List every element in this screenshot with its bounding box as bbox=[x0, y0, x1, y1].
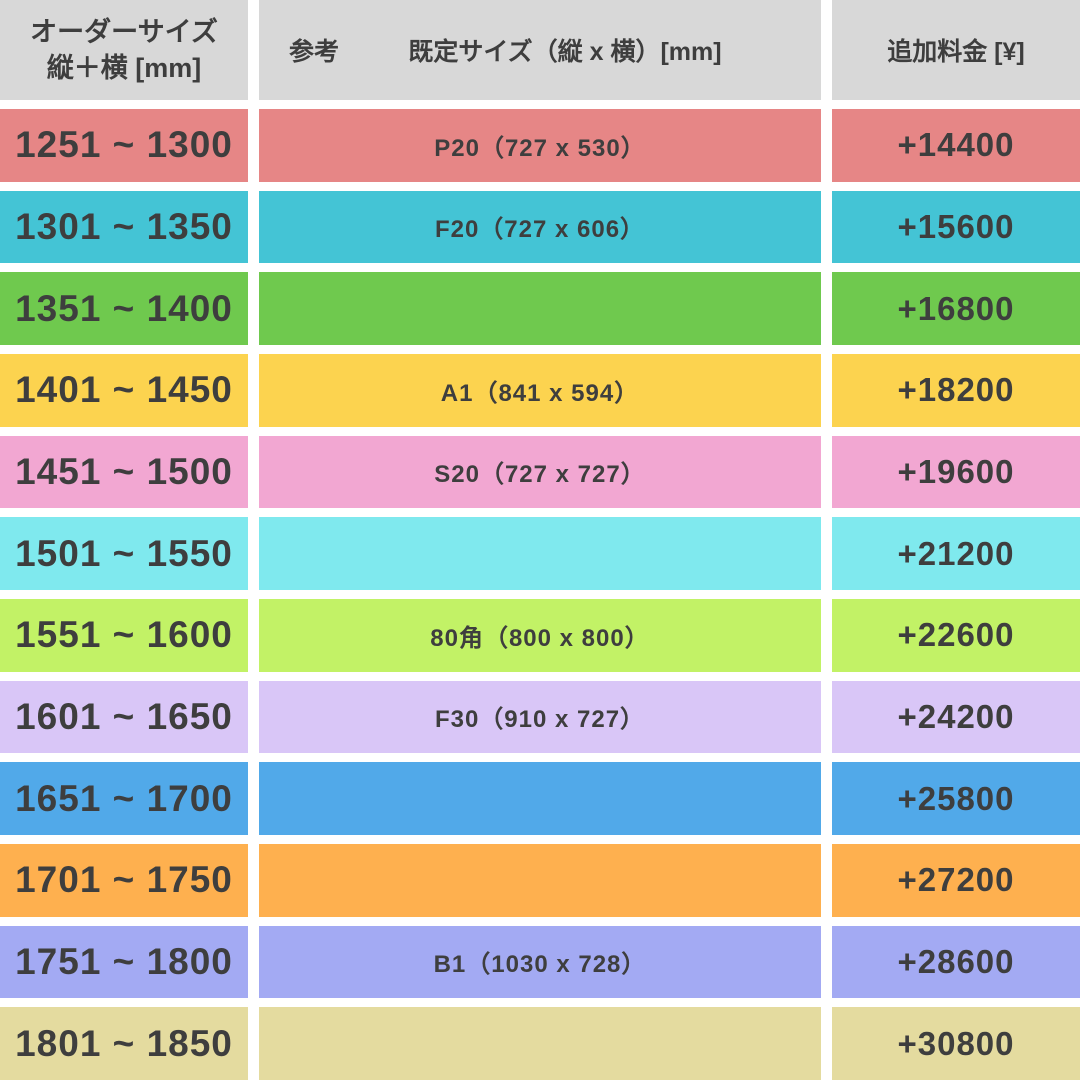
order-size-range: 1401 ~ 1450 bbox=[15, 369, 233, 411]
order-size-range: 1551 ~ 1600 bbox=[15, 614, 233, 656]
reference-size: 80角（800 x 800） bbox=[430, 624, 650, 652]
header-order-size-line1: オーダーサイズ bbox=[30, 16, 218, 47]
fee-cell: +27200 bbox=[832, 843, 1080, 917]
reference-size-cell: B1（1030 x 728） bbox=[259, 925, 821, 999]
fee-cell: +30800 bbox=[832, 1007, 1080, 1080]
order-size-range-cell: 1601 ~ 1650 bbox=[0, 680, 248, 754]
fee-value: +25800 bbox=[897, 779, 1015, 817]
order-size-range-cell: 1551 ~ 1600 bbox=[0, 598, 248, 672]
fee-cell: +21200 bbox=[832, 517, 1080, 590]
header-order-size-line2: 縦＋横 [mm] bbox=[46, 53, 202, 83]
order-size-range-cell: 1801 ~ 1850 bbox=[0, 1007, 248, 1080]
order-size-range: 1651 ~ 1700 bbox=[15, 777, 233, 819]
reference-size-cell bbox=[259, 1007, 821, 1080]
header-reference: 参考 既定サイズ（縦 x 横）[mm] bbox=[259, 0, 821, 100]
fee-cell: +28600 bbox=[832, 925, 1080, 999]
order-size-range: 1451 ~ 1500 bbox=[15, 450, 233, 492]
reference-size-cell: F20（727 x 606） bbox=[259, 190, 821, 264]
order-size-range-cell: 1701 ~ 1750 bbox=[0, 843, 248, 917]
reference-size-cell: F30（910 x 727） bbox=[259, 680, 821, 754]
fee-value: +15600 bbox=[897, 207, 1015, 245]
reference-size: F20（727 x 606） bbox=[434, 216, 646, 244]
fee-cell: +16800 bbox=[832, 272, 1080, 345]
fee-value: +30800 bbox=[897, 1024, 1015, 1062]
fee-value: +22600 bbox=[897, 616, 1015, 654]
order-size-range: 1251 ~ 1300 bbox=[15, 124, 233, 166]
reference-size-cell bbox=[259, 762, 821, 835]
fee-value: +28600 bbox=[897, 942, 1015, 980]
fee-value: +18200 bbox=[897, 371, 1015, 409]
reference-size-cell bbox=[259, 272, 821, 345]
fee-value: +21200 bbox=[897, 534, 1015, 572]
order-size-range-cell: 1351 ~ 1400 bbox=[0, 272, 248, 345]
order-size-range: 1801 ~ 1850 bbox=[15, 1022, 233, 1064]
order-size-range-cell: 1651 ~ 1700 bbox=[0, 762, 248, 835]
reference-size-cell: A1（841 x 594） bbox=[259, 353, 821, 427]
order-size-range-cell: 1751 ~ 1800 bbox=[0, 925, 248, 999]
reference-size: P20（727 x 530） bbox=[434, 134, 646, 162]
header-reference-label: 参考 bbox=[289, 38, 340, 66]
order-size-range-cell: 1451 ~ 1500 bbox=[0, 435, 248, 509]
order-size-range: 1501 ~ 1550 bbox=[15, 532, 233, 574]
reference-size: B1（1030 x 728） bbox=[433, 951, 647, 979]
fee-cell: +22600 bbox=[832, 598, 1080, 672]
reference-size-cell: S20（727 x 727） bbox=[259, 435, 821, 509]
reference-size-cell: P20（727 x 530） bbox=[259, 109, 821, 182]
fee-cell: +15600 bbox=[832, 190, 1080, 264]
fee-cell: +19600 bbox=[832, 435, 1080, 509]
order-size-range: 1751 ~ 1800 bbox=[15, 940, 233, 982]
fee-value: +16800 bbox=[897, 289, 1015, 327]
order-size-range: 1301 ~ 1350 bbox=[15, 205, 233, 247]
order-size-range-cell: 1251 ~ 1300 bbox=[0, 109, 248, 182]
reference-size: F30（910 x 727） bbox=[434, 706, 646, 734]
header-fee-label: 追加料金 [¥] bbox=[887, 38, 1025, 66]
fee-value: +19600 bbox=[897, 452, 1015, 490]
reference-size-cell: 80角（800 x 800） bbox=[259, 598, 821, 672]
order-size-range-cell: 1501 ~ 1550 bbox=[0, 517, 248, 590]
order-size-range: 1351 ~ 1400 bbox=[15, 287, 233, 329]
header-standard-size-label: 既定サイズ（縦 x 横）[mm] bbox=[408, 38, 722, 66]
order-size-range: 1701 ~ 1750 bbox=[15, 859, 233, 901]
order-size-range: 1601 ~ 1650 bbox=[15, 695, 233, 737]
fee-value: +27200 bbox=[897, 861, 1015, 899]
reference-size-cell bbox=[259, 517, 821, 590]
fee-value: +24200 bbox=[897, 697, 1015, 735]
fee-cell: +14400 bbox=[832, 109, 1080, 182]
header-fee: 追加料金 [¥] bbox=[832, 0, 1080, 100]
fee-cell: +25800 bbox=[832, 762, 1080, 835]
header-order-size: オーダーサイズ 縦＋横 [mm] bbox=[0, 0, 248, 100]
fee-value: +14400 bbox=[897, 126, 1015, 164]
reference-size: S20（727 x 727） bbox=[434, 461, 646, 489]
order-size-range-cell: 1301 ~ 1350 bbox=[0, 190, 248, 264]
order-size-range-cell: 1401 ~ 1450 bbox=[0, 353, 248, 427]
reference-size-cell bbox=[259, 843, 821, 917]
fee-cell: +24200 bbox=[832, 680, 1080, 754]
fee-cell: +18200 bbox=[832, 353, 1080, 427]
reference-size: A1（841 x 594） bbox=[440, 379, 640, 407]
